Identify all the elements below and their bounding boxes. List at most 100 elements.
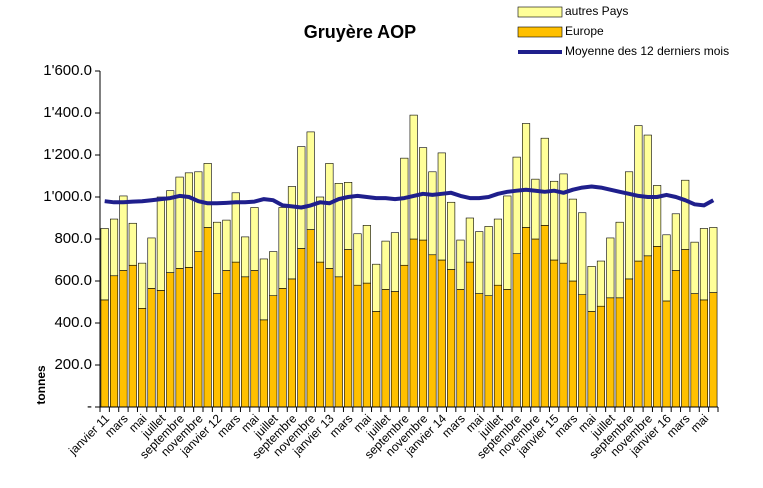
bar-segment <box>194 251 203 408</box>
bar-segment <box>568 198 577 282</box>
bar-segment <box>662 234 671 302</box>
bar-segment <box>231 261 240 408</box>
y-tick-label: 1'400.0 <box>43 104 92 121</box>
bar-segment <box>175 268 184 408</box>
bar-segment <box>578 294 587 408</box>
bar-segment <box>222 219 231 271</box>
legend-swatch <box>517 26 563 38</box>
bar-segment <box>194 171 203 252</box>
bar-segment <box>690 293 699 408</box>
bar-segment <box>128 222 137 266</box>
bar-segment <box>344 249 353 408</box>
legend-label: Europe <box>565 24 604 38</box>
bar-segment <box>259 258 268 321</box>
bar-segment <box>409 114 418 240</box>
bar-segment <box>653 185 662 247</box>
bar-segment <box>493 218 502 286</box>
bar-segment <box>147 237 156 289</box>
bar-segment <box>550 259 559 408</box>
y-tick-label: 200.0 <box>54 356 92 373</box>
bar-segment <box>306 229 315 408</box>
bar-segment <box>147 288 156 408</box>
bar-segment <box>503 195 512 290</box>
bar-segment <box>681 249 690 408</box>
bar-segment <box>213 221 222 294</box>
bar-segment <box>100 299 109 408</box>
bar-segment <box>119 270 128 408</box>
bar-segment <box>447 201 456 270</box>
bar-segment <box>138 262 147 309</box>
y-tick-label: 1'200.0 <box>43 146 92 163</box>
bar-segment <box>690 241 699 294</box>
bar-segment <box>390 232 399 292</box>
bar-segment <box>578 212 587 295</box>
bar-segment <box>615 221 624 299</box>
bar-segment <box>203 227 212 408</box>
bar-segment <box>624 171 634 280</box>
legend-label: autres Pays <box>565 4 628 18</box>
bar-segment <box>699 228 709 301</box>
bar-segment <box>278 207 287 289</box>
bar-segment <box>521 123 531 228</box>
x-tick-label: mai <box>688 411 712 435</box>
bar-segment <box>241 276 250 408</box>
bar-segment <box>110 218 119 277</box>
bar-segment <box>362 225 371 284</box>
bar-segment <box>484 295 493 408</box>
bar-segment <box>269 295 278 408</box>
bar-segment <box>540 225 549 408</box>
bar-segment <box>241 236 250 278</box>
bar-segment <box>222 270 231 408</box>
bar-segment <box>493 284 502 408</box>
bar-segment <box>559 173 568 264</box>
bar-segment <box>315 196 325 263</box>
bar-segment <box>624 278 634 408</box>
bar-segment <box>428 171 437 256</box>
bar-segment <box>231 192 240 263</box>
bar-segment <box>634 260 643 408</box>
bar-segment <box>587 265 596 312</box>
bar-segment <box>306 131 315 230</box>
bar-segment <box>287 278 296 408</box>
bar-segment <box>521 227 531 408</box>
bar-segment <box>699 299 709 408</box>
bar-segment <box>671 270 680 408</box>
bar-segment <box>559 262 568 408</box>
average-line <box>104 184 715 210</box>
bar-segment <box>203 163 212 228</box>
bar-segment <box>681 179 690 250</box>
y-tick-label: 1'600.0 <box>43 62 92 79</box>
bar-segment <box>671 213 680 271</box>
bar-segment <box>372 263 381 312</box>
bar-segment <box>353 233 362 286</box>
bar-segment <box>409 238 418 408</box>
bar-segment <box>175 176 184 269</box>
bar-segment <box>334 276 343 408</box>
bar-segment <box>353 284 362 408</box>
bar-segment <box>465 217 474 263</box>
chart-title: Gruyère AOP <box>304 22 416 42</box>
bar-segment <box>643 255 652 408</box>
bar-segment <box>568 280 577 408</box>
bar-segment <box>156 290 165 408</box>
bar-segment <box>653 246 662 408</box>
bar-segment <box>475 231 484 294</box>
bar-segment <box>484 226 493 296</box>
bar-segment <box>166 190 175 273</box>
y-axis-label: tonnes <box>34 365 48 405</box>
y-tick-label: 600.0 <box>54 272 92 289</box>
bar-segment <box>606 297 615 408</box>
bar-segment <box>372 311 381 408</box>
bar-segment <box>465 261 474 408</box>
bar-segment <box>362 282 371 408</box>
bar-segment <box>418 239 428 408</box>
bar-segment <box>297 248 306 408</box>
bar-segment <box>400 264 409 408</box>
bar-segment <box>587 311 596 408</box>
bar-segment <box>213 293 222 408</box>
y-tick-label: 1'000.0 <box>43 188 92 205</box>
y-tick-label: 400.0 <box>54 314 92 331</box>
bar-segment <box>428 254 437 408</box>
bar-segment <box>475 293 484 408</box>
